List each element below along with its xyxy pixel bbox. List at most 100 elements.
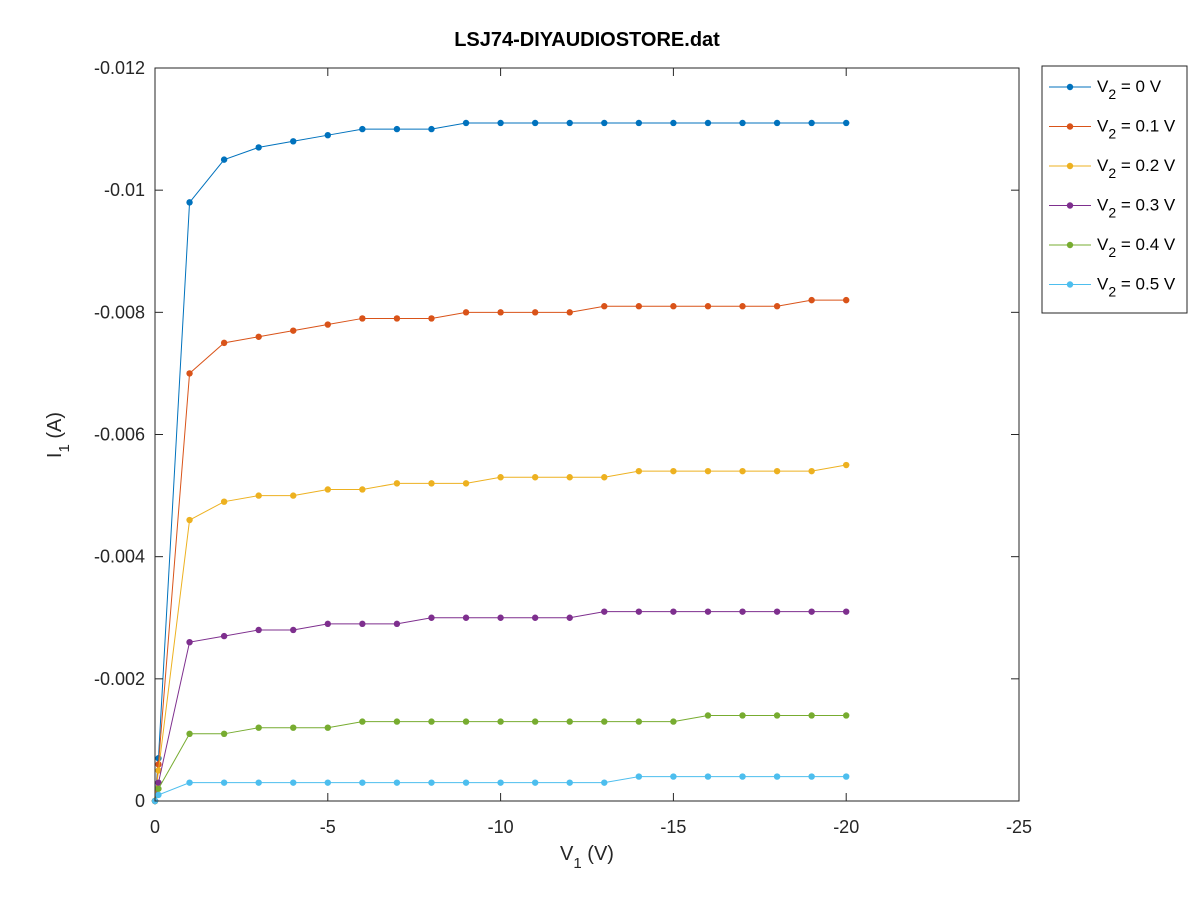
series-line	[154, 464, 847, 802]
data-point	[255, 333, 262, 340]
data-point	[670, 608, 677, 615]
data-point	[704, 467, 712, 475]
data-point	[670, 119, 677, 127]
legend-label: V2 = 0.1 V	[1097, 117, 1176, 142]
data-point	[393, 125, 401, 133]
data-point	[255, 492, 262, 499]
y-tick-label: -0.01	[104, 180, 145, 200]
data-point	[186, 516, 193, 524]
data-point	[566, 474, 573, 481]
series-layer	[151, 119, 850, 805]
data-point	[566, 309, 573, 316]
y-tick-label: -0.006	[94, 425, 145, 445]
data-point	[808, 296, 815, 304]
data-point	[670, 718, 677, 725]
data-point	[531, 614, 539, 621]
data-point	[531, 718, 539, 725]
x-axis-label-main: V	[560, 843, 574, 865]
data-point	[704, 119, 712, 127]
data-point	[704, 712, 712, 719]
data-point	[808, 467, 815, 475]
data-point	[186, 370, 193, 377]
data-point	[359, 620, 366, 628]
data-point	[290, 138, 297, 145]
legend-marker	[1066, 123, 1074, 130]
data-point	[462, 309, 470, 316]
data-point	[497, 779, 504, 786]
data-point	[359, 486, 366, 493]
data-point	[670, 773, 677, 780]
data-point	[220, 339, 228, 347]
series-line	[154, 122, 847, 802]
data-point	[704, 773, 712, 780]
series-5	[151, 773, 850, 805]
x-axis-label-subscript: 1	[573, 855, 581, 872]
plot-background	[155, 68, 1019, 801]
data-point	[773, 712, 781, 719]
series-0	[151, 119, 850, 805]
data-point	[393, 480, 401, 487]
x-axis-label-unit: (V)	[582, 843, 614, 865]
data-point	[497, 718, 504, 725]
data-point	[601, 608, 608, 615]
series-line	[154, 611, 847, 802]
series-line	[154, 776, 847, 802]
data-point	[462, 718, 470, 725]
y-tick-label: 0	[135, 791, 145, 811]
data-point	[155, 779, 162, 786]
data-point	[290, 779, 297, 786]
legend-item: V2 = 0 V	[1049, 77, 1162, 102]
data-point	[255, 144, 262, 151]
data-point	[808, 773, 815, 780]
data-point	[739, 119, 746, 127]
y-axis-label-main: I	[44, 453, 66, 459]
data-point	[290, 492, 297, 499]
data-point	[566, 718, 573, 725]
data-point	[704, 608, 712, 615]
data-point	[497, 614, 504, 621]
data-point	[359, 125, 366, 133]
legend-item: V2 = 0.4 V	[1049, 235, 1176, 260]
data-point	[428, 480, 435, 487]
data-point	[843, 773, 850, 780]
y-tick-label: -0.002	[94, 669, 145, 689]
legend-label: V2 = 0.2 V	[1097, 156, 1176, 181]
data-point	[393, 779, 401, 786]
data-point	[497, 309, 504, 316]
x-tick-label: -15	[660, 817, 686, 837]
data-point	[428, 614, 435, 621]
data-point	[324, 724, 331, 731]
legend-box	[1041, 65, 1188, 314]
data-point	[462, 480, 470, 487]
data-point	[155, 761, 162, 768]
legend-item: V2 = 0.1 V	[1049, 117, 1176, 142]
series-line	[154, 299, 847, 802]
y-tick-label: -0.008	[94, 302, 145, 322]
x-tick-label: -10	[488, 817, 514, 837]
axes-layer: 0 -5 -10 -15 -20 -25 0 -0.002 -0.004 -0.006 -0.008…	[94, 58, 1032, 837]
data-point	[531, 779, 539, 786]
data-point	[324, 131, 331, 139]
data-point	[220, 498, 228, 505]
data-point	[808, 119, 815, 127]
data-point	[739, 773, 746, 780]
data-point	[428, 315, 435, 322]
series-3	[151, 608, 850, 805]
x-tick-label: -25	[1006, 817, 1032, 837]
data-point	[739, 303, 746, 310]
data-point	[739, 712, 746, 719]
data-point	[155, 791, 162, 799]
data-point	[635, 303, 643, 310]
series-line	[154, 714, 847, 802]
data-point	[255, 779, 262, 786]
data-point	[531, 119, 539, 127]
data-point	[220, 632, 228, 640]
data-point	[773, 467, 781, 475]
legend-label: V2 = 0 V	[1097, 77, 1162, 102]
data-point	[428, 718, 435, 725]
chart-title: LSJ74-DIYAUDIOSTORE.dat	[454, 29, 720, 51]
legend: V2 = 0 V V2 = 0.1 V V2 = 0.2 V V2 = 0.3 V V2…	[1041, 65, 1188, 314]
data-point	[531, 309, 539, 316]
data-point	[290, 327, 297, 334]
data-point	[808, 608, 815, 615]
